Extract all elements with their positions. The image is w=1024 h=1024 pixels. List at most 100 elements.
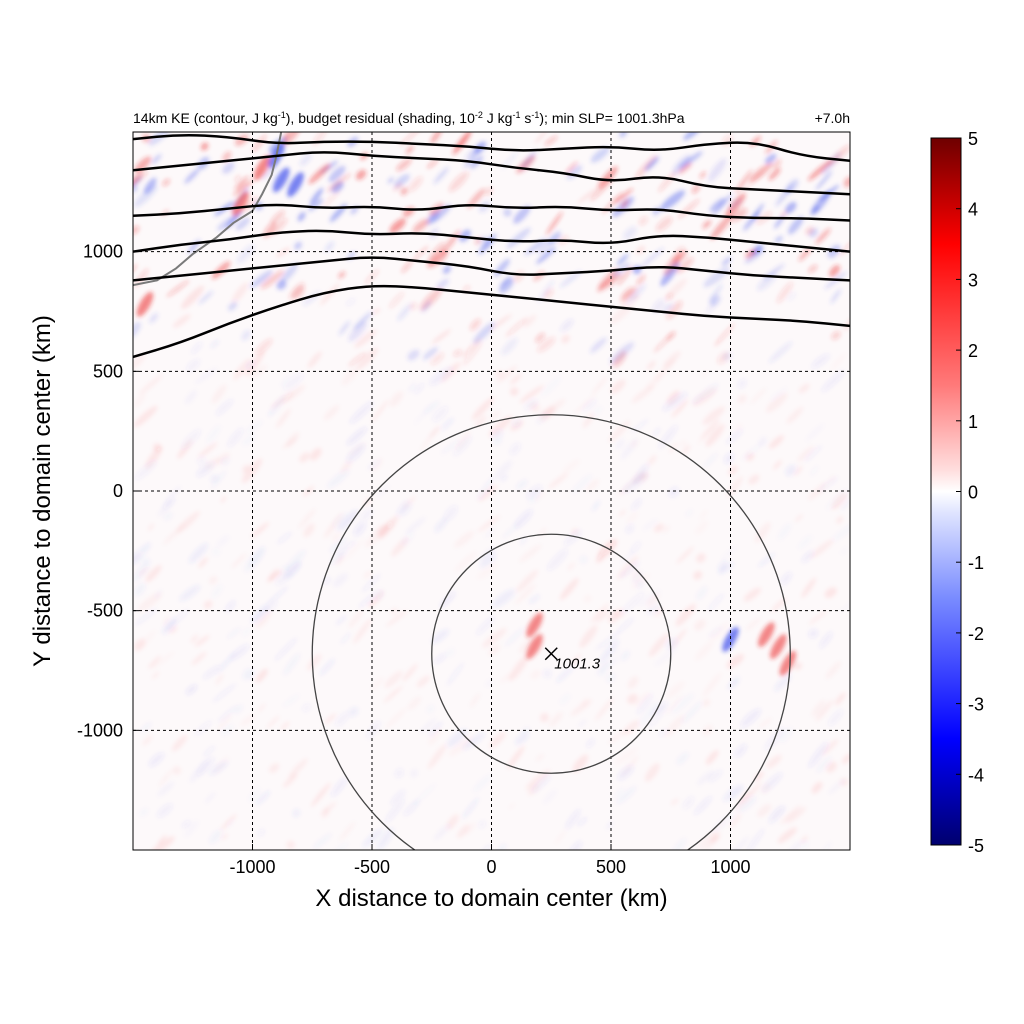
shading-streak [678,162,692,174]
shading-streak [828,709,844,726]
shading-feature [770,634,787,659]
shading-streak [299,452,310,463]
shading-streak [678,151,703,169]
shading-streak [648,632,670,657]
shading-streak [616,253,629,266]
shading-streak [385,798,405,823]
shading-streak [157,803,173,818]
shading-streak [808,628,819,639]
shading-streak [654,607,664,617]
shading-streak [353,521,366,537]
shading-streak [515,732,530,745]
shading-streak [631,384,655,404]
shading-streak [227,427,244,448]
shading-streak [181,285,205,310]
shading-streak [579,625,598,648]
shading-streak [462,732,486,750]
shading-streak [839,777,849,787]
shading-streak [414,383,425,394]
shading-streak [509,443,521,455]
shading-streak [694,619,706,631]
shading-streak [599,639,619,663]
shading-streak [143,177,157,194]
shading-streak [601,191,624,215]
shading-streak [185,684,198,695]
shading-streak [133,638,146,651]
shading-streak [662,303,674,313]
shading-streak [246,361,256,369]
shading-streak [348,352,367,367]
shading-streak [545,211,563,236]
shading-streak [777,827,798,844]
y-tick-label: 0 [113,481,123,501]
shading-streak [519,385,545,403]
shading-streak [393,182,403,191]
shading-streak [700,383,719,399]
shading-streak [440,361,461,382]
shading-streak [353,311,373,331]
shading-streak [211,261,231,280]
shading-streak [397,303,412,321]
ke-contour-c2 [133,256,850,282]
shading-streak [718,560,728,572]
shading-streak [653,427,661,437]
shading-streak [663,253,682,276]
shading-streak [757,804,772,818]
shading-streak [596,553,604,561]
shading-streak [561,334,570,344]
shading-streak [836,516,844,524]
shading-streak [133,559,151,582]
shading-streak [280,263,298,284]
shading-streak [771,597,787,612]
shading-streak [428,242,446,263]
shading-streak [310,782,331,807]
shading-streak [427,743,447,770]
shading-streak [197,756,215,776]
shading-streak [623,720,640,735]
shading-streak [660,190,686,211]
shading-streak [627,284,646,304]
shading-streak [441,417,454,431]
shading-streak [388,291,405,309]
shading-streak [700,419,720,440]
shading-streak [266,568,278,584]
shading-streak [620,650,631,661]
shading-streak [252,134,267,152]
shading-streak [134,608,157,626]
shading-streak [636,693,653,715]
shading-streak [506,227,531,249]
shading-streak [625,524,634,534]
shading-feature [722,627,739,652]
ke-contour-c4 [133,203,850,222]
shading-streak [197,457,206,466]
shading-streak [526,485,543,500]
shading-streak [524,399,538,410]
shading-streak [427,159,439,169]
shading-streak [297,211,306,222]
shading-streak [728,198,742,210]
shading-streak [319,282,340,306]
shading-streak [831,331,841,340]
shading-streak [133,184,138,193]
shading-streak [571,528,579,536]
shading-streak [163,497,176,510]
shading-streak [727,679,739,689]
shading-streak [220,496,227,503]
shading-streak [509,373,522,385]
shading-streak [471,396,495,420]
shading-streak [659,728,667,737]
shading-streak [257,829,265,836]
shading-streak [488,314,512,331]
shading-streak [556,666,574,683]
shading-streak [198,291,214,305]
shading-streak [453,349,462,357]
shading-streak [288,758,308,778]
shading-streak [682,796,695,810]
colorbar-tick-label: -1 [968,553,984,573]
shading-streak [708,626,723,638]
shading-streak [745,452,755,462]
shading-streak [413,245,429,261]
shading-streak [461,337,481,359]
shading-streak [620,199,629,209]
shading-streak [751,203,764,221]
